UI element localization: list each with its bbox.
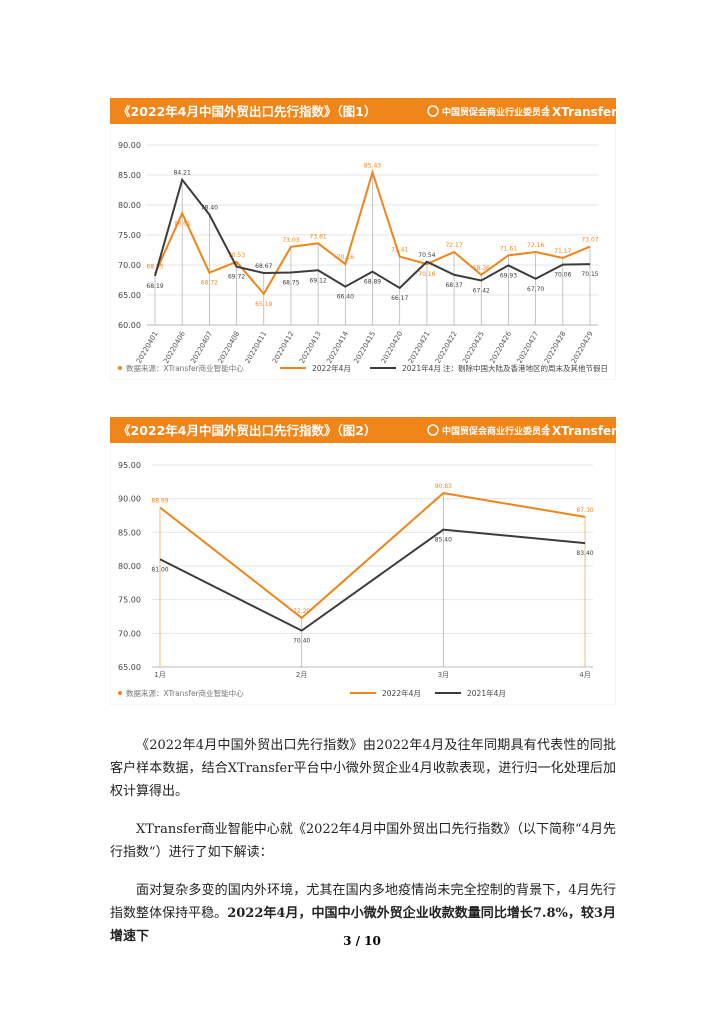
data-label: 67.70 <box>527 286 544 293</box>
bold-text: 2022年4月，中国中小微外贸企业收款数量同比增长7.8%，较3月增速下 <box>110 906 616 944</box>
x-tick-label: 2月 <box>296 671 307 679</box>
chart: 《2022年4月中国外贸出口先行指数》（图1） 中国贸促会商业行业委员会 XTran… <box>110 98 616 380</box>
data-label: 72.29 <box>293 608 310 615</box>
x-tick-label: 1月 <box>154 671 165 679</box>
data-label: 70.16 <box>337 254 354 261</box>
source: 数据来源：XTransfer商业智能中心 <box>126 363 244 373</box>
y-tick-label: 90.00 <box>118 495 141 504</box>
data-label: 69.12 <box>310 277 327 284</box>
y-tick-label: 60.00 <box>118 321 141 330</box>
chart-frame <box>110 417 616 705</box>
logo <box>427 424 439 436</box>
data-label: 68.37 <box>445 282 462 289</box>
series-line <box>159 528 586 632</box>
data-label: 68.67 <box>255 263 272 270</box>
header-bar <box>110 98 616 124</box>
data-label: 81.00 <box>151 566 168 573</box>
brand: 中国贸促会商业行业委员会 <box>442 106 551 118</box>
data-label: 68.55 <box>146 264 163 271</box>
brand2: XTransfer <box>552 105 616 119</box>
y-tick-label: 70.00 <box>118 261 141 270</box>
data-label: 68.72 <box>201 280 218 287</box>
note: 注：剔除中国大陆及香港地区的周末及其他节假日 <box>443 363 608 373</box>
data-label: 70.15 <box>581 271 598 278</box>
data-label: 70.54 <box>418 252 435 259</box>
page-number: 3 / 10 <box>343 934 381 948</box>
y-tick-label: 65.00 <box>118 663 141 672</box>
data-label: 85.40 <box>435 537 452 544</box>
data-label: 72.17 <box>445 242 462 249</box>
data-label: 68.36 <box>473 265 490 272</box>
y-tick-label: 80.00 <box>118 562 141 571</box>
data-label: 73.03 <box>282 237 299 244</box>
y-tick-label: 75.00 <box>118 596 141 605</box>
data-label: 73.07 <box>581 237 598 244</box>
legend-label: 2022年4月 <box>312 363 351 373</box>
paragraph: 面对复杂多变的国内外环境，尤其在国内多地疫情尚未完全控制的背景下，4月先行指数整… <box>110 879 616 948</box>
data-label: 69.93 <box>500 272 517 279</box>
data-label: 71.41 <box>391 247 408 254</box>
y-tick-label: 80.00 <box>118 201 141 210</box>
brand: 中国贸促会商业行业委员会 <box>442 425 551 437</box>
data-label: 68.89 <box>364 279 381 286</box>
data-label: 65.19 <box>255 301 272 308</box>
data-label: 66.40 <box>337 294 354 301</box>
paragraph: 《2022年4月中国外贸出口先行指数》由2022年4月及往年同期具有代表性的同批… <box>110 738 616 799</box>
source-bullet <box>118 691 122 695</box>
y-tick-label: 75.00 <box>118 231 141 240</box>
data-label: 69.72 <box>228 274 245 281</box>
chart-frame <box>110 98 616 380</box>
data-label: 70.53 <box>228 252 245 259</box>
series-line <box>154 177 591 290</box>
data-label: 88.69 <box>151 497 168 504</box>
text: 面对复杂多变的国内外环境，尤其在国内多地疫情尚未完全控制的背景下，4月先行指数整… <box>110 883 616 921</box>
header-bar <box>110 417 616 443</box>
paragraph: XTransfer商业智能中心就《2022年4月中国外贸出口先行指数》（以下简称… <box>110 822 616 860</box>
series-line <box>159 492 586 620</box>
series-line <box>154 169 591 296</box>
y-tick-label: 85.00 <box>118 528 141 537</box>
y-tick-label: 85.00 <box>118 171 141 180</box>
data-label: 68.75 <box>282 280 299 287</box>
x-tick-label: 3月 <box>438 671 449 679</box>
legend-label: 2022年4月 <box>382 688 421 698</box>
data-label: 84.21 <box>174 170 191 177</box>
data-label: 87.30 <box>576 507 593 514</box>
logo <box>427 105 439 117</box>
data-label: 71.17 <box>554 248 571 255</box>
x-tick-label: 4月 <box>579 671 590 679</box>
legend-label: 2021年4月 <box>402 363 441 373</box>
data-label: 71.61 <box>500 245 517 252</box>
data-label: 70.06 <box>554 272 571 279</box>
data-label: 90.83 <box>435 483 452 490</box>
data-label: 78.40 <box>201 205 218 212</box>
data-label: 83.40 <box>576 550 593 557</box>
data-label: 67.42 <box>473 287 490 294</box>
brand2: XTransfer <box>552 424 616 438</box>
data-label: 70.40 <box>293 638 310 645</box>
legend-label: 2021年4月 <box>467 688 506 698</box>
chart: 《2022年4月中国外贸出口先行指数》（图2） 中国贸促会商业行业委员会 XTran… <box>110 417 616 705</box>
y-tick-label: 90.00 <box>118 141 141 150</box>
source: 数据来源：XTransfer商业智能中心 <box>126 688 244 698</box>
data-label: 70.16 <box>418 271 435 278</box>
data-label: 68.19 <box>146 283 163 290</box>
y-tick-label: 65.00 <box>118 291 141 300</box>
data-label: 66.17 <box>391 295 408 302</box>
chart-title: 《2022年4月中国外贸出口先行指数》（图1） <box>118 104 376 119</box>
data-label: 72.16 <box>527 242 544 249</box>
data-label: 73.61 <box>310 233 327 240</box>
y-tick-label: 70.00 <box>118 629 141 638</box>
chart-title: 《2022年4月中国外贸出口先行指数》（图2） <box>118 423 376 438</box>
data-label: 85.43 <box>364 162 381 169</box>
data-label: 78.61 <box>174 220 191 227</box>
source-bullet <box>118 366 122 370</box>
y-tick-label: 95.00 <box>118 461 141 470</box>
